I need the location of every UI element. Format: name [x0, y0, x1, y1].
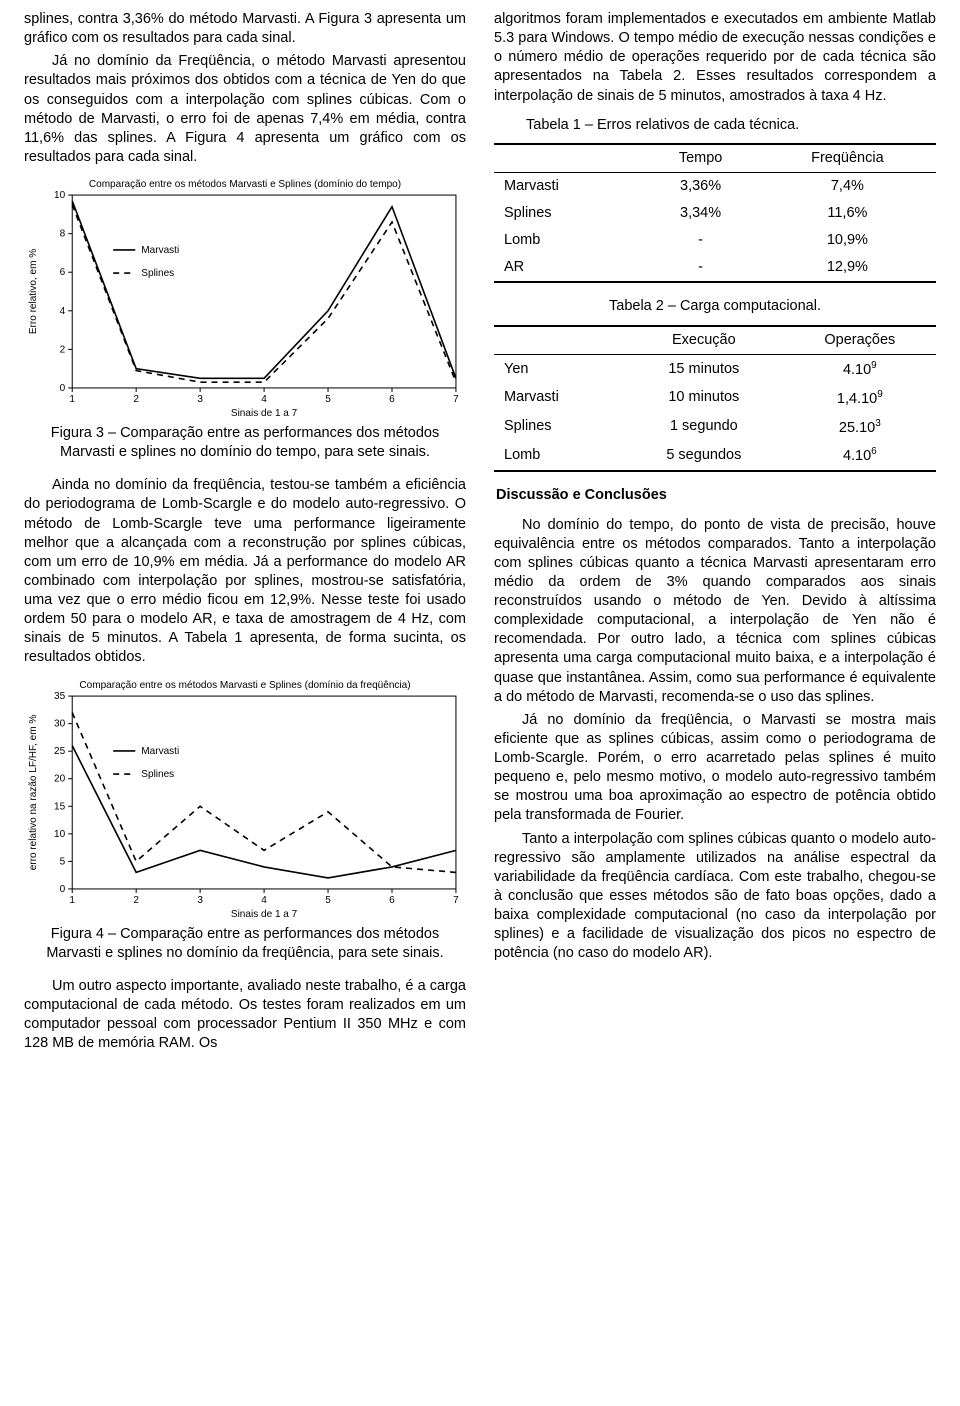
td: Marvasti [494, 384, 624, 413]
left-column: splines, contra 3,36% do método Marvasti… [24, 10, 466, 1057]
para: Já no domínio da freqüência, o Marvasti … [494, 711, 936, 826]
figure-4-caption: Figura 4 – Comparação entre as performan… [24, 925, 466, 963]
right-column: algoritmos foram implementados e executa… [494, 10, 936, 1057]
svg-text:30: 30 [54, 718, 66, 729]
svg-text:Sinais de 1 a 7: Sinais de 1 a 7 [231, 408, 298, 418]
svg-text:5: 5 [325, 394, 331, 405]
svg-text:20: 20 [54, 773, 66, 784]
svg-text:1: 1 [69, 895, 75, 906]
svg-text:4: 4 [60, 306, 66, 317]
figure-3-caption: Figura 3 – Comparação entre as performan… [24, 424, 466, 462]
section-heading: Discussão e Conclusões [496, 486, 936, 505]
svg-text:7: 7 [453, 895, 459, 906]
para: Tanto a interpolação com splines cúbicas… [494, 830, 936, 964]
td: 3,34% [642, 200, 758, 227]
svg-text:Erro relativo, em %: Erro relativo, em % [28, 249, 39, 334]
para: splines, contra 3,36% do método Marvasti… [24, 10, 466, 48]
td: 4.109 [784, 354, 936, 383]
para: No domínio do tempo, do ponto de vista d… [494, 516, 936, 707]
td: 5 segundos [624, 441, 784, 471]
td: 11,6% [759, 200, 936, 227]
td: 3,36% [642, 172, 758, 200]
td: 10 minutos [624, 384, 784, 413]
th: Execução [624, 326, 784, 355]
td: Marvasti [494, 172, 642, 200]
page: splines, contra 3,36% do método Marvasti… [0, 0, 960, 1081]
svg-text:4: 4 [261, 895, 267, 906]
svg-text:7: 7 [453, 394, 459, 405]
td: Lomb [494, 227, 642, 254]
svg-text:10: 10 [54, 190, 66, 201]
svg-text:Splines: Splines [141, 769, 174, 780]
svg-text:Splines: Splines [141, 268, 174, 279]
svg-text:3: 3 [197, 394, 203, 405]
td: 10,9% [759, 227, 936, 254]
svg-text:5: 5 [60, 856, 66, 867]
svg-text:0: 0 [60, 884, 66, 895]
svg-text:Comparação entre os métodos Ma: Comparação entre os métodos Marvasti e S… [79, 680, 410, 691]
para: Ainda no domínio da freqüência, testou-s… [24, 476, 466, 667]
svg-text:Marvasti: Marvasti [141, 245, 179, 256]
th: Tempo [642, 144, 758, 173]
svg-text:Comparação entre os métodos Ma: Comparação entre os métodos Marvasti e S… [89, 179, 401, 190]
figure-4-chart: Comparação entre os métodos Marvasti e S… [24, 678, 466, 919]
svg-text:25: 25 [54, 746, 66, 757]
svg-text:erro relativo na razão LF/HF,: erro relativo na razão LF/HF, em % [28, 714, 39, 870]
svg-text:Sinais de 1 a 7: Sinais de 1 a 7 [231, 909, 298, 919]
svg-text:6: 6 [389, 394, 395, 405]
td: - [642, 254, 758, 282]
svg-text:6: 6 [60, 267, 66, 278]
svg-text:2: 2 [60, 344, 66, 355]
svg-text:4: 4 [261, 394, 267, 405]
para: Um outro aspecto importante, avaliado ne… [24, 977, 466, 1054]
para: algoritmos foram implementados e executa… [494, 10, 936, 106]
th [494, 326, 624, 355]
svg-text:2: 2 [133, 394, 139, 405]
td: 12,9% [759, 254, 936, 282]
td: 7,4% [759, 172, 936, 200]
th [494, 144, 642, 173]
td: Splines [494, 200, 642, 227]
td: 1,4.109 [784, 384, 936, 413]
svg-text:10: 10 [54, 828, 66, 839]
table-1-caption: Tabela 1 – Erros relativos de cada técni… [498, 116, 936, 135]
table-2: Execução Operações Yen 15 minutos 4.109 … [494, 325, 936, 473]
th: Freqüência [759, 144, 936, 173]
td: Splines [494, 413, 624, 442]
figure-3-chart: Comparação entre os métodos Marvasti e S… [24, 177, 466, 418]
td: 1 segundo [624, 413, 784, 442]
svg-text:3: 3 [197, 895, 203, 906]
svg-text:1: 1 [69, 394, 75, 405]
td: - [642, 227, 758, 254]
td: Lomb [494, 441, 624, 471]
svg-text:6: 6 [389, 895, 395, 906]
td: AR [494, 254, 642, 282]
svg-text:35: 35 [54, 691, 66, 702]
svg-text:0: 0 [60, 383, 66, 394]
td: 25.103 [784, 413, 936, 442]
para: Já no domínio da Freqüência, o método Ma… [24, 52, 466, 167]
table-1: Tempo Freqüência Marvasti 3,36% 7,4% Spl… [494, 143, 936, 284]
td: 4.106 [784, 441, 936, 471]
svg-text:2: 2 [133, 895, 139, 906]
td: 15 minutos [624, 354, 784, 383]
svg-text:5: 5 [325, 895, 331, 906]
td: Yen [494, 354, 624, 383]
table-2-caption: Tabela 2 – Carga computacional. [494, 297, 936, 316]
svg-text:15: 15 [54, 801, 66, 812]
th: Operações [784, 326, 936, 355]
svg-text:Marvasti: Marvasti [141, 746, 179, 757]
svg-text:8: 8 [60, 229, 66, 240]
